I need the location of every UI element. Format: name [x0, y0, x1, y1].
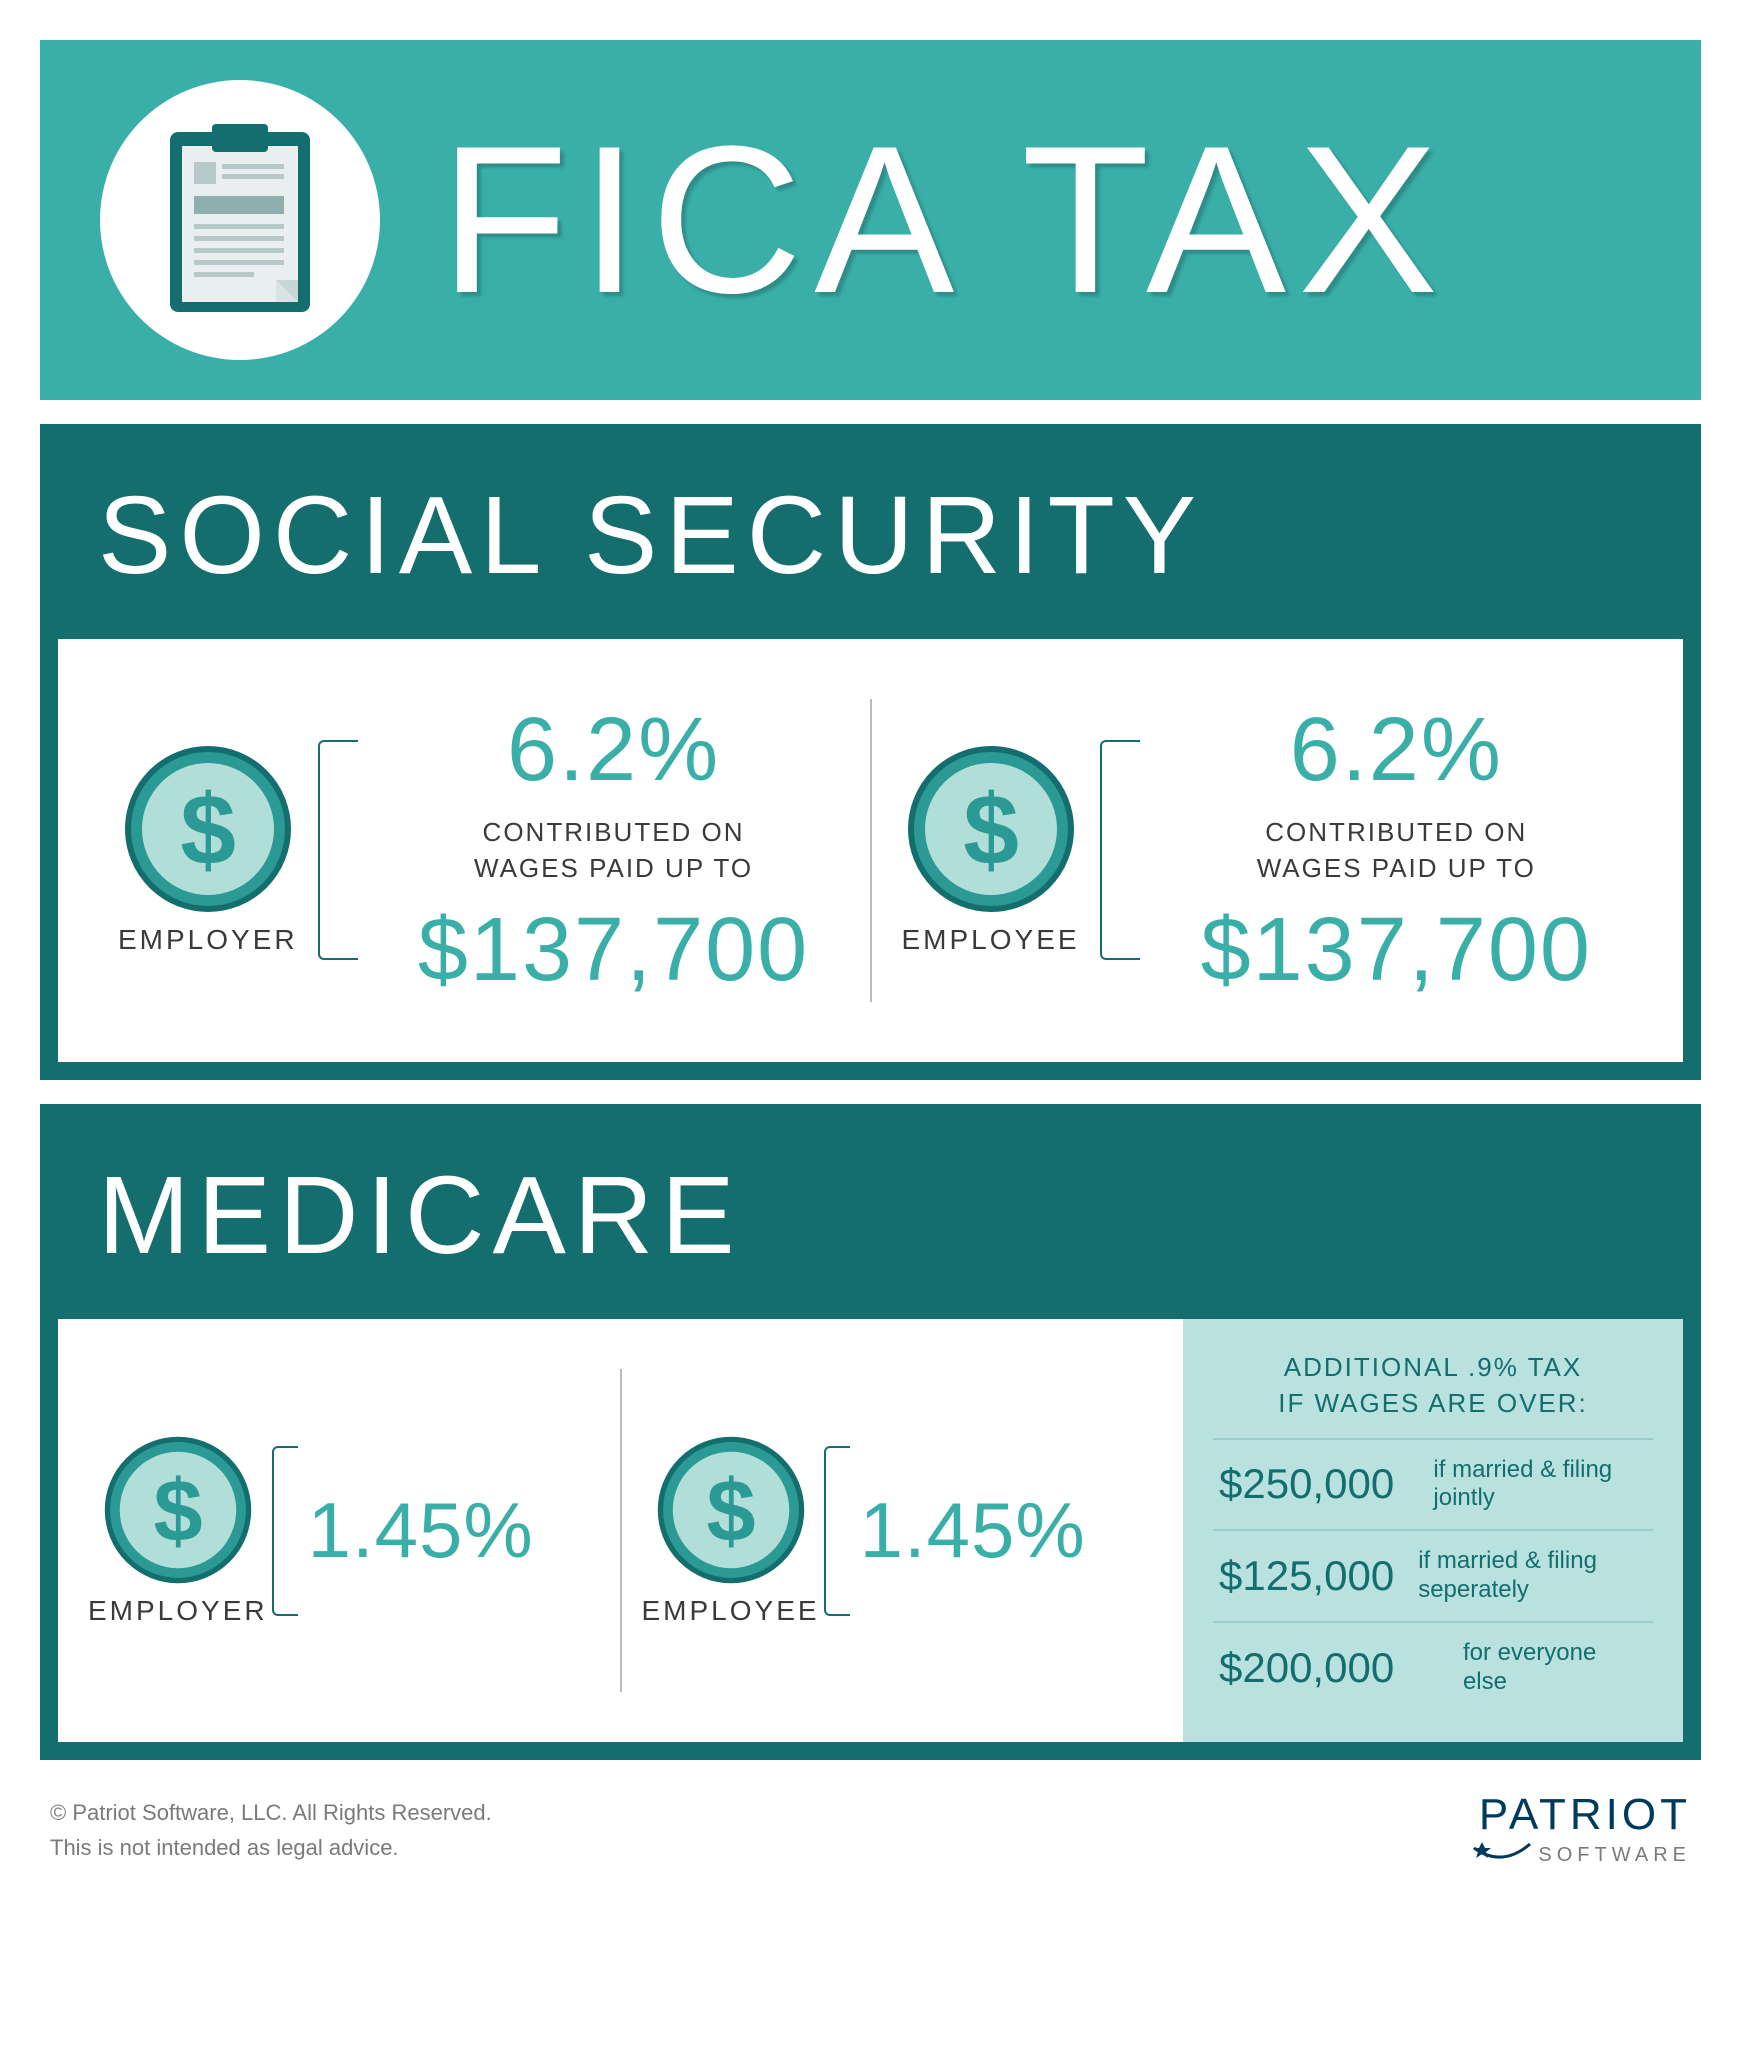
- bracket-decor: [318, 740, 358, 960]
- svg-text:$: $: [180, 774, 236, 886]
- med-employer-label: EMPLOYER: [88, 1595, 268, 1627]
- ss-employee-desc: CONTRIBUTED ON WAGES PAID UP TO: [1170, 814, 1623, 887]
- ss-employee-amount: $137,700: [1170, 899, 1623, 1002]
- social-security-title: SOCIAL SECURITY: [58, 442, 1683, 639]
- ss-employee-percent: 6.2%: [1170, 699, 1623, 802]
- additional-desc: for everyone else: [1463, 1639, 1647, 1697]
- bracket-decor: [272, 1446, 298, 1616]
- medicare-panel: $ EMPLOYER 1.45% $ EMPLOYEE: [58, 1319, 1683, 1743]
- social-security-panel: $ EMPLOYER 6.2% CONTRIBUTED ON WAGES PAI…: [58, 639, 1683, 1062]
- footer-legal: © Patriot Software, LLC. All Rights Rese…: [50, 1795, 492, 1865]
- ss-employer-amount: $137,700: [388, 899, 840, 1002]
- medicare-additional-sidebar: ADDITIONAL .9% TAX IF WAGES ARE OVER: $2…: [1183, 1319, 1683, 1743]
- med-employee-label: EMPLOYEE: [642, 1595, 820, 1627]
- additional-desc: if married & filing seperately: [1418, 1547, 1647, 1605]
- logo-text: PATRIOT: [1479, 1790, 1691, 1840]
- ss-employer-label: EMPLOYER: [118, 924, 298, 956]
- star-swoosh-icon: [1472, 1840, 1532, 1870]
- dollar-coin-icon: $: [906, 744, 1076, 914]
- svg-text:$: $: [706, 1460, 755, 1559]
- bracket-decor: [1100, 740, 1140, 960]
- ss-employee: $ EMPLOYEE 6.2% CONTRIBUTED ON WAGES PAI…: [870, 699, 1654, 1002]
- additional-amount: $125,000: [1219, 1552, 1394, 1600]
- ss-employee-label: EMPLOYEE: [902, 924, 1080, 956]
- infographic-container: FICA TAX SOCIAL SECURITY $ EMPLOYER 6.2%: [0, 0, 1741, 1940]
- additional-row: $250,000 if married & filing jointly: [1213, 1438, 1653, 1530]
- ss-employer-percent: 6.2%: [388, 699, 840, 802]
- med-employee: $ EMPLOYEE 1.45%: [620, 1369, 1174, 1693]
- med-employer-percent: 1.45%: [308, 1485, 534, 1576]
- footer: © Patriot Software, LLC. All Rights Rese…: [40, 1760, 1701, 1900]
- ss-employer-desc: CONTRIBUTED ON WAGES PAID UP TO: [388, 814, 840, 887]
- patriot-logo: PATRIOT SOFTWARE: [1472, 1790, 1691, 1870]
- bracket-decor: [824, 1446, 850, 1616]
- main-title: FICA TAX: [440, 99, 1450, 341]
- med-employee-percent: 1.45%: [860, 1485, 1086, 1576]
- logo-subtext: SOFTWARE: [1538, 1844, 1691, 1867]
- dollar-coin-icon: $: [103, 1435, 253, 1585]
- med-employer: $ EMPLOYER 1.45%: [68, 1369, 620, 1693]
- medicare-title: MEDICARE: [58, 1122, 1683, 1319]
- additional-amount: $200,000: [1219, 1644, 1439, 1692]
- additional-row: $125,000 if married & filing seperately: [1213, 1529, 1653, 1621]
- medicare-section: MEDICARE $ EMPLOYER 1.45%: [40, 1104, 1701, 1761]
- additional-amount: $250,000: [1219, 1460, 1409, 1508]
- clipboard-icon: [100, 80, 380, 360]
- ss-employer: $ EMPLOYER 6.2% CONTRIBUTED ON WAGES PAI…: [88, 699, 870, 1002]
- svg-text:$: $: [153, 1460, 202, 1559]
- additional-row: $200,000 for everyone else: [1213, 1621, 1653, 1713]
- header: FICA TAX: [40, 40, 1701, 400]
- svg-text:$: $: [963, 774, 1019, 886]
- social-security-section: SOCIAL SECURITY $ EMPLOYER 6.2% CONTRIBU…: [40, 424, 1701, 1080]
- dollar-coin-icon: $: [123, 744, 293, 914]
- additional-tax-title: ADDITIONAL .9% TAX IF WAGES ARE OVER:: [1213, 1349, 1653, 1438]
- additional-desc: if married & filing jointly: [1433, 1456, 1647, 1514]
- dollar-coin-icon: $: [656, 1435, 806, 1585]
